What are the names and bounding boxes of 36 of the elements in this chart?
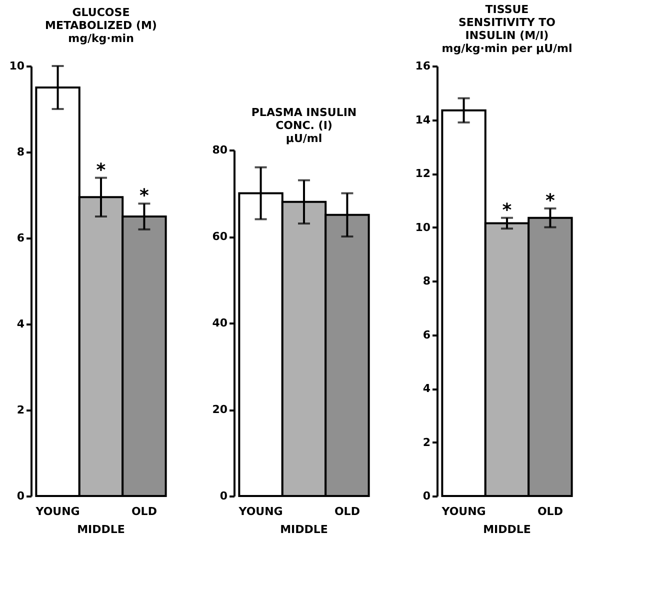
- x-tick-label: MIDDLE: [280, 523, 328, 536]
- y-tick-label: 14: [415, 113, 431, 126]
- y-tick-label: 16: [415, 60, 431, 72]
- chart-title: PLASMA INSULIN CONC. (I) μU/ml: [251, 106, 357, 145]
- y-tick-label: 8: [422, 274, 430, 288]
- x-tick-label: OLD: [334, 505, 360, 518]
- x-tick-label: MIDDLE: [77, 523, 125, 536]
- data-label: *: [140, 186, 150, 207]
- y-tick-label: 4: [422, 382, 431, 395]
- data-label: *: [502, 200, 512, 221]
- y-tick-label: 6: [422, 328, 431, 342]
- y-tick-label: 0: [422, 490, 431, 502]
- y-tick-label: 60: [212, 230, 228, 243]
- y-tick-label: 80: [212, 144, 228, 156]
- y-tick-label: 0: [16, 490, 25, 502]
- x-tick-label: MIDDLE: [483, 523, 531, 536]
- y-tick-label: 2: [422, 436, 430, 449]
- y-tick-label: 4: [16, 318, 25, 330]
- y-tick-label: 40: [212, 316, 228, 330]
- y-tick-label: 6: [16, 232, 25, 244]
- data-label: *: [546, 190, 556, 212]
- x-tick-label: YOUNG: [440, 505, 486, 518]
- chart-title: GLUCOSE METABOLIZED (M) mg/kg·min: [45, 6, 157, 45]
- x-tick-label: YOUNG: [34, 505, 80, 518]
- y-tick-label: 10: [9, 60, 25, 72]
- y-tick-label: 12: [415, 167, 430, 180]
- y-tick-label: 8: [16, 146, 24, 158]
- chart-title: TISSUE SENSITIVITY TO INSULIN (M/I) mg/kg·min per μU/ml: [442, 3, 572, 55]
- y-tick-label: 20: [212, 403, 228, 416]
- x-tick-label: YOUNG: [238, 505, 283, 518]
- y-tick-label: 10: [415, 220, 431, 234]
- x-tick-label: OLD: [131, 505, 157, 518]
- y-tick-label: 2: [16, 404, 24, 416]
- x-tick-label: OLD: [537, 505, 563, 518]
- y-tick-label: 0: [220, 490, 228, 502]
- data-label: *: [96, 160, 106, 181]
